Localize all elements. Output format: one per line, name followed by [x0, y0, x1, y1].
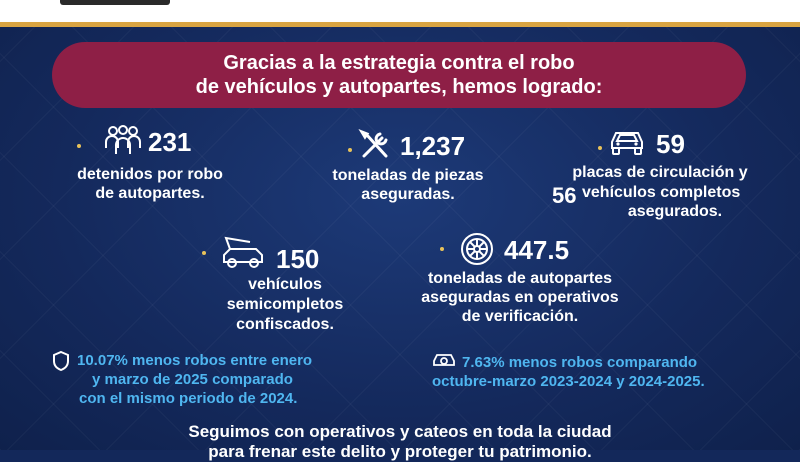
stat-value: 59	[656, 129, 685, 159]
bullet-dot	[348, 148, 352, 152]
footer-line-2: para frenar este delito y proteger tu pa…	[208, 442, 592, 461]
note-line-3: con el mismo periodo de 2024.	[79, 390, 298, 407]
people-group-icon	[105, 125, 141, 154]
shield-icon	[53, 350, 69, 372]
note-line-2: y marzo de 2025 comparado	[92, 371, 293, 388]
stat-desc-line-1: detenidos por robo	[77, 166, 223, 183]
stat-value: 1,237	[400, 131, 466, 161]
stat-value: 231	[148, 127, 192, 157]
bullet-dot	[598, 146, 602, 150]
stat-desc-line-1: placas de circulación y	[572, 164, 748, 181]
top-header-bar	[0, 0, 800, 22]
stat-value: 150	[276, 244, 320, 274]
tools-icon	[358, 128, 388, 158]
stat-desc-line-3: confiscados.	[236, 316, 334, 333]
stat-desc-line-3: de verificación.	[461, 308, 579, 325]
note-line-1: 7.63% menos robos comparando	[462, 354, 698, 371]
stat-desc-line-2: vehículos completos	[582, 184, 741, 201]
logo	[60, 0, 170, 5]
note-line-2: octubre-marzo 2023-2024 y 2024-2025.	[432, 373, 705, 390]
stat-desc-line-3: asegurados.	[627, 203, 723, 220]
stat-desc-line-1: vehículos	[248, 276, 322, 293]
car-open-hood-icon	[223, 236, 263, 268]
car-icon	[611, 132, 643, 155]
bullet-dot	[202, 251, 206, 255]
note-line-1: 10.07% menos robos entre enero	[77, 352, 313, 369]
stat-desc-line-2: aseguradas.	[361, 186, 455, 203]
headline-line-2: de vehículos y autopartes, hemos logrado…	[195, 76, 603, 98]
stat-desc-line-1: toneladas de autopartes	[427, 270, 613, 287]
stat-value-2: 56	[552, 183, 577, 208]
stat-desc-line-2: de autopartes.	[95, 185, 205, 202]
bullet-dot	[440, 247, 444, 251]
bullet-dot	[77, 144, 81, 148]
gold-divider	[0, 22, 800, 27]
wheel-icon	[461, 233, 493, 265]
car-alert-icon	[433, 354, 455, 366]
stat-desc-line-2: semicompletos	[226, 296, 344, 313]
stat-desc-line-2: aseguradas en operativos	[421, 289, 619, 306]
headline-banner: Gracias a la estrategia contra el robo d…	[52, 42, 746, 108]
headline-line-1: Gracias a la estrategia contra el robo	[223, 52, 575, 74]
stat-desc-line-1: toneladas de piezas	[332, 167, 484, 184]
stat-value: 447.5	[504, 235, 570, 265]
footer-line-1: Seguimos con operativos y cateos en toda…	[188, 422, 612, 441]
